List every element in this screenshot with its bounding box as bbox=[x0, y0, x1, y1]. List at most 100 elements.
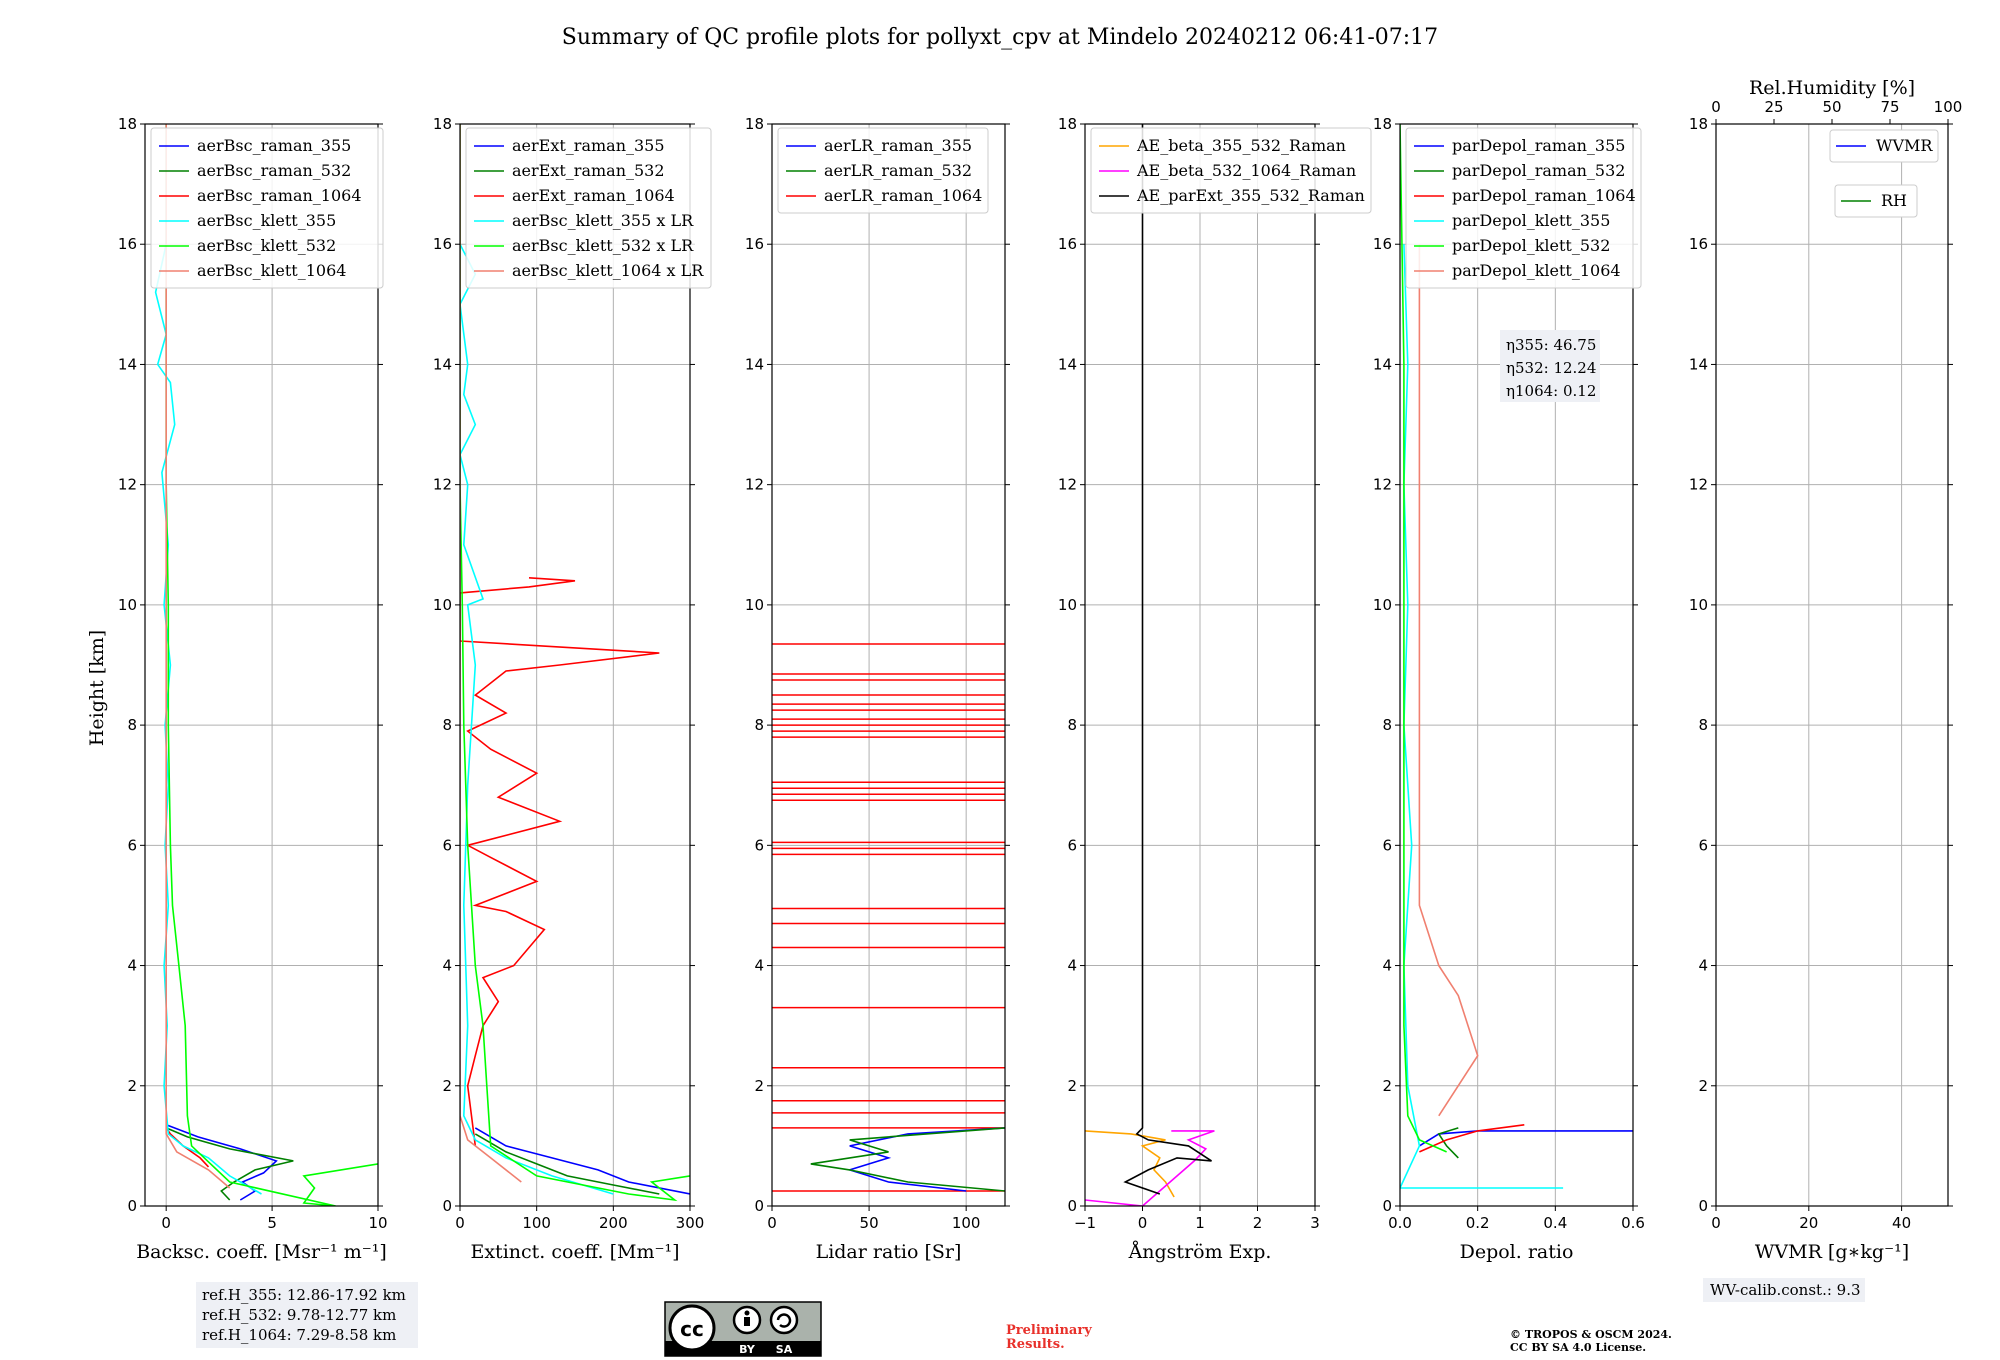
x-axis-label: Backsc. coeff. [Msr⁻¹ m⁻¹] bbox=[136, 1241, 387, 1263]
x-tick-label: 0 bbox=[455, 1214, 465, 1232]
preliminary-line-2: Results. bbox=[1006, 1337, 1065, 1352]
top-x-tick-label: 50 bbox=[1822, 98, 1841, 116]
legend-label: AE_beta_355_532_Raman bbox=[1136, 136, 1346, 155]
panel-frame bbox=[459, 123, 691, 1207]
legend-label: aerLR_raman_1064 bbox=[824, 186, 982, 205]
x-tick-label: −1 bbox=[1074, 1214, 1096, 1232]
legend-box bbox=[150, 127, 384, 289]
y-axis-label: Height [km] bbox=[86, 630, 108, 746]
series-group bbox=[1085, 124, 1215, 1206]
y-tick-label: 18 bbox=[1373, 115, 1392, 133]
y-tick-label: 10 bbox=[1373, 596, 1392, 614]
y-tick-label: 14 bbox=[118, 355, 137, 373]
y-tick-label: 4 bbox=[1698, 957, 1708, 975]
legend-label: parDepol_raman_1064 bbox=[1452, 186, 1636, 205]
x-axis-label: Extinct. coeff. [Mm⁻¹] bbox=[470, 1241, 679, 1263]
series-ae-parext-355-532-raman bbox=[1123, 124, 1212, 1195]
y-tick-label: 18 bbox=[118, 115, 137, 133]
top-x-axis-label: Rel.Humidity [%] bbox=[1749, 77, 1915, 99]
y-tick-label: 4 bbox=[754, 957, 764, 975]
y-tick-label: 10 bbox=[745, 596, 764, 614]
x-tick-label: 1 bbox=[1195, 1214, 1205, 1232]
sa-arrow-icon bbox=[769, 1305, 799, 1335]
y-tick-label: 12 bbox=[1058, 476, 1077, 494]
legend-label: aerExt_raman_532 bbox=[512, 161, 665, 180]
series-group bbox=[772, 643, 1005, 1192]
legend-box bbox=[465, 127, 712, 289]
legend-label: aerBsc_raman_1064 bbox=[197, 186, 362, 205]
legend: AE_beta_355_532_Raman AE_beta_532_1064_Ra… bbox=[1090, 127, 1372, 214]
x-tick-label: 0.4 bbox=[1543, 1214, 1567, 1232]
figure-title: Summary of QC profile plots for pollyxt_… bbox=[562, 25, 1438, 50]
x-tick-label: 100 bbox=[522, 1214, 551, 1232]
series-pardepol-klett-532 bbox=[1400, 124, 1447, 1153]
legend-label: aerBsc_klett_532 bbox=[197, 236, 336, 255]
legend-label: aerBsc_raman_532 bbox=[197, 161, 351, 180]
series-group bbox=[154, 124, 378, 1206]
legend-label: aerExt_raman_1064 bbox=[512, 186, 675, 205]
ref-height-532: ref.H_532: 9.78-12.77 km bbox=[202, 1306, 396, 1324]
legend-label: aerBsc_klett_1064 x LR bbox=[512, 261, 704, 280]
x-tick-label: 10 bbox=[368, 1214, 387, 1232]
legend-label: parDepol_klett_355 bbox=[1452, 211, 1610, 230]
reference-height-box: ref.H_355: 12.86-17.92 km ref.H_532: 9.7… bbox=[196, 1282, 418, 1348]
cc-circle-icon bbox=[668, 1304, 716, 1352]
y-tick-label: 12 bbox=[1689, 476, 1708, 494]
series-aerbsc-klett-532 bbox=[165, 124, 378, 1206]
legend-rh: RH bbox=[1834, 184, 1918, 218]
legend-box bbox=[1834, 184, 1918, 218]
eta-box-bg bbox=[1500, 330, 1600, 402]
series-pardepol-raman-1064 bbox=[1419, 1124, 1525, 1153]
x-tick-label: 100 bbox=[952, 1214, 981, 1232]
series-group bbox=[1400, 124, 1633, 1189]
y-tick-label: 16 bbox=[1058, 235, 1077, 253]
panel-frame bbox=[771, 123, 1006, 1207]
x-tick-label: 0 bbox=[767, 1214, 777, 1232]
ref-height-1064: ref.H_1064: 7.29-8.58 km bbox=[202, 1326, 396, 1344]
panel-1: 0 2 4 6 8 10 12 14 16 18 0 5 10 Backsc. coeff. [Msr⁻¹… bbox=[118, 115, 388, 1263]
y-tick-label: 10 bbox=[433, 596, 452, 614]
y-tick-label: 8 bbox=[127, 716, 137, 734]
x-tick-label: 5 bbox=[267, 1214, 277, 1232]
series-group bbox=[460, 124, 690, 1202]
y-tick-label: 10 bbox=[118, 596, 137, 614]
y-tick-label: 6 bbox=[1382, 836, 1392, 854]
y-tick-label: 14 bbox=[1689, 355, 1708, 373]
x-tick-label: 0 bbox=[1138, 1214, 1148, 1232]
panel-3: 0 2 4 6 8 10 12 14 16 18 0 50 100 Lidar ratio [Sr] aer… bbox=[745, 115, 1010, 1263]
legend: aerLR_raman_355 aerLR_raman_532 aerLR_rama… bbox=[777, 127, 989, 214]
y-tick-label: 8 bbox=[1698, 716, 1708, 734]
series-aerbsc-raman-532 bbox=[165, 1127, 294, 1201]
y-tick-label: 18 bbox=[1058, 115, 1077, 133]
y-tick-label: 14 bbox=[1058, 355, 1077, 373]
y-tick-label: 6 bbox=[442, 836, 452, 854]
x-axis-label: WVMR [g∗kg⁻¹] bbox=[1755, 1241, 1909, 1263]
y-tick-label: 2 bbox=[442, 1077, 452, 1095]
y-tick-label: 0 bbox=[127, 1197, 137, 1215]
y-tick-label: 10 bbox=[1689, 596, 1708, 614]
y-tick-label: 16 bbox=[118, 235, 137, 253]
y-tick-label: 8 bbox=[754, 716, 764, 734]
x-tick-label: 0.2 bbox=[1466, 1214, 1490, 1232]
series-aerbsc-klett-355 bbox=[154, 124, 262, 1195]
legend-label: aerBsc_klett_355 x LR bbox=[512, 211, 694, 230]
y-tick-label: 2 bbox=[1382, 1077, 1392, 1095]
legend: parDepol_raman_355 parDepol_raman_532 parD… bbox=[1405, 127, 1642, 289]
wv-calib-bg bbox=[1703, 1278, 1865, 1302]
series-ae-beta-355-532-raman bbox=[1085, 1130, 1175, 1198]
cc-license-logo: cc BY SA bbox=[664, 1301, 822, 1357]
panel-frame bbox=[1399, 123, 1634, 1207]
wv-calib-text: WV-calib.const.: 9.3 bbox=[1710, 1281, 1861, 1299]
x-tick-label: 40 bbox=[1892, 1214, 1911, 1232]
legend-label: RH bbox=[1881, 191, 1907, 210]
legend-label: parDepol_klett_1064 bbox=[1452, 261, 1621, 280]
legend-box bbox=[1090, 127, 1372, 214]
x-axis-label: Depol. ratio bbox=[1460, 1241, 1574, 1263]
x-tick-label: 2 bbox=[1253, 1214, 1263, 1232]
series-aerext-raman-532 bbox=[474, 1133, 660, 1195]
cc-sa-label: SA bbox=[776, 1343, 793, 1356]
y-tick-label: 4 bbox=[442, 957, 452, 975]
panel-5: 0 2 4 6 8 10 12 14 16 18 0.0 0.2 0.4 0.6 Depol. ratio p… bbox=[1373, 115, 1645, 1263]
top-x-tick-label: 100 bbox=[1934, 98, 1963, 116]
